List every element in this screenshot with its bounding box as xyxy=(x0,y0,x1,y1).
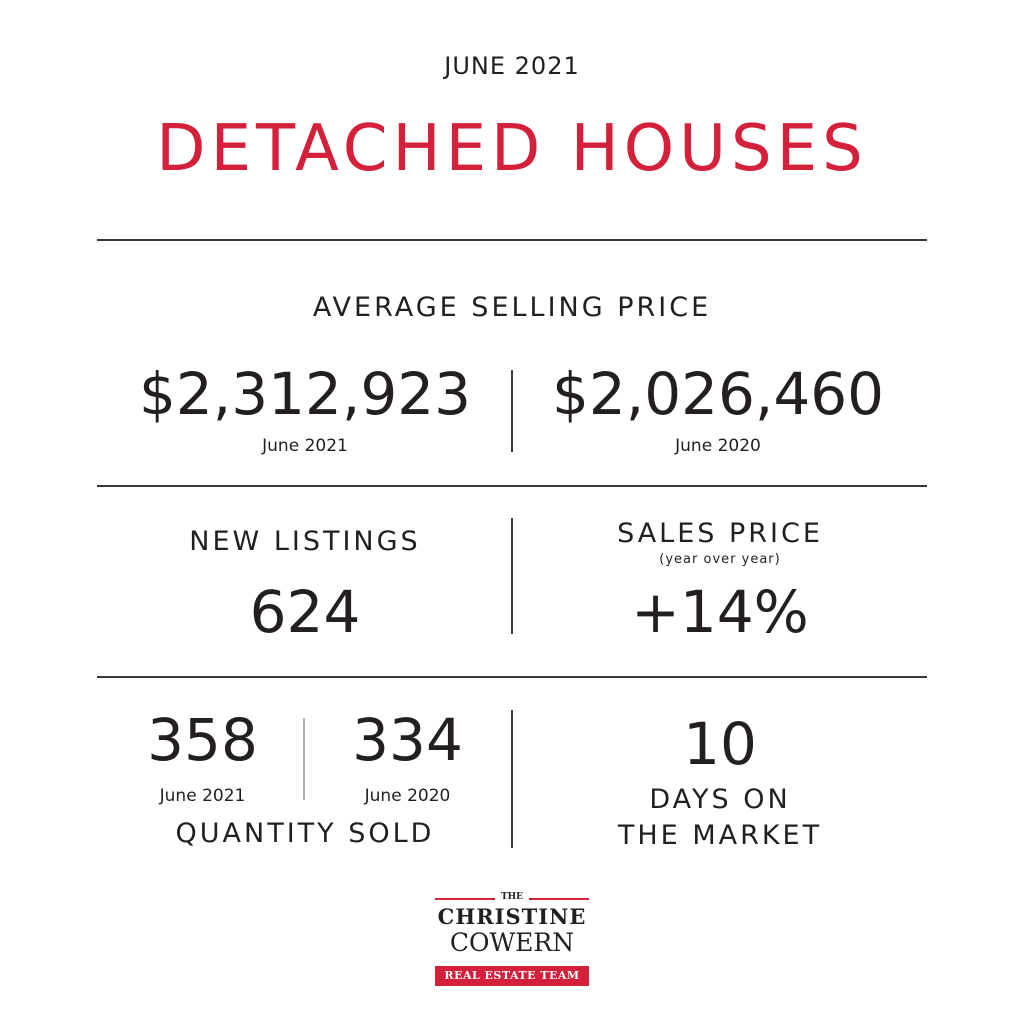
avg-price-previous-value: $2,026,460 xyxy=(551,360,885,428)
divider-middle xyxy=(97,485,927,487)
company-logo: THE CHRISTINE COWERN REAL ESTATE TEAM xyxy=(431,892,593,986)
divider-bottom xyxy=(97,676,927,678)
quantity-sold-current-value: 358 xyxy=(147,706,258,774)
bottom-separator xyxy=(511,710,513,848)
days-on-market-label-line2: THE MARKET xyxy=(617,820,823,851)
logo-christine: CHRISTINE xyxy=(437,904,587,929)
days-on-market-value: 10 xyxy=(683,710,757,778)
logo-rule-right xyxy=(529,898,589,900)
new-listings-value: 624 xyxy=(249,578,361,646)
avg-price-previous-period: June 2020 xyxy=(675,436,761,456)
logo-rule-left xyxy=(435,898,495,900)
listings-separator xyxy=(511,518,513,634)
avg-price-current-value: $2,312,923 xyxy=(138,360,472,428)
logo-the: THE xyxy=(500,892,524,902)
quantity-sold-label: QUANTITY SOLD xyxy=(175,818,435,849)
month-heading: JUNE 2021 xyxy=(444,52,580,80)
sales-price-sublabel: (year over year) xyxy=(659,552,781,567)
avg-price-current-period: June 2021 xyxy=(262,436,348,456)
quantity-sold-previous-period: June 2020 xyxy=(364,786,451,806)
quantity-sold-current-period: June 2021 xyxy=(159,786,246,806)
sales-price-label: SALES PRICE xyxy=(617,518,823,549)
new-listings-label: NEW LISTINGS xyxy=(189,526,421,557)
average-selling-price-label: AVERAGE SELLING PRICE xyxy=(312,292,712,323)
divider-top xyxy=(97,239,927,241)
logo-cowern: COWERN xyxy=(449,928,575,957)
avg-price-separator xyxy=(511,370,513,452)
quantity-sold-separator xyxy=(303,718,305,800)
days-on-market-label-line1: DAYS ON xyxy=(649,784,791,815)
quantity-sold-previous-value: 334 xyxy=(352,706,463,774)
logo-tagline: REAL ESTATE TEAM xyxy=(435,966,589,986)
page-title: DETACHED HOUSES xyxy=(156,112,868,186)
sales-price-value: +14% xyxy=(631,578,809,646)
